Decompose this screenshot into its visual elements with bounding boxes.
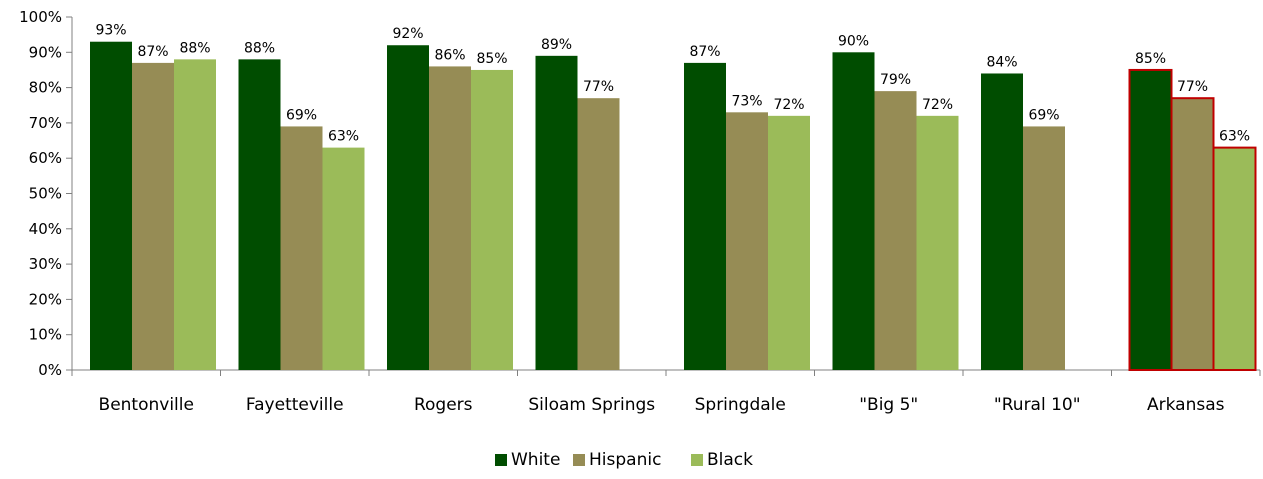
x-category-label: Bentonville [99,395,194,415]
data-label: 77% [583,79,614,95]
y-tick-label: 100% [19,8,62,26]
data-label: 87% [137,44,168,60]
data-label: 77% [1177,79,1208,95]
y-tick-label: 10% [29,326,62,344]
y-tick-label: 0% [38,361,62,379]
x-category-label: Rogers [414,395,473,415]
data-label: 92% [392,26,423,42]
x-category-label: Springdale [695,395,786,415]
y-tick-label: 20% [29,290,62,308]
data-label: 73% [731,93,762,109]
bar-black [768,115,810,370]
data-label: 69% [1028,107,1059,123]
legend-swatch-black [691,454,703,466]
data-label: 72% [922,97,953,113]
y-tick-label: 50% [29,185,62,203]
bar-white [981,73,1023,370]
data-label: 88% [244,40,275,56]
x-category-label: Fayetteville [246,395,344,415]
data-label: 88% [179,40,210,56]
data-labels: 93% 87% 88% 88% 69% 63% 92% 86% 85% 89% 77% 87% 73% 7… [95,23,1250,145]
legend-label-white: White [511,450,560,470]
data-label: 69% [286,107,317,123]
bar-hispanic [132,62,174,370]
bar-white [535,55,578,371]
bar-black [1212,146,1257,371]
bar-hispanic [1170,97,1215,371]
data-label: 86% [434,47,465,63]
data-label: 72% [773,97,804,113]
legend-swatch-hispanic [573,454,585,466]
bars [90,41,1257,371]
bar-hispanic [874,91,917,370]
bar-white [90,41,132,371]
bar-white [684,62,726,370]
x-category-label: "Big 5" [859,395,918,415]
bar-white [1128,68,1173,371]
bar-white [387,45,429,371]
data-label: 90% [838,33,869,49]
data-label: 85% [476,51,507,67]
x-category-label: Siloam Springs [528,395,655,415]
data-label: 84% [986,54,1017,70]
y-tick-label: 70% [29,114,62,132]
bar-hispanic [1023,126,1065,371]
y-tick-label: 60% [29,149,62,167]
data-label: 87% [689,44,720,60]
bar-hispanic [726,112,768,370]
bar-white [238,59,281,371]
bar-hispanic [577,98,620,370]
data-label: 63% [1219,129,1250,145]
bar-black [322,147,365,370]
y-tick-label: 80% [29,79,62,97]
bar-black [471,69,513,370]
x-category-label: "Rural 10" [994,395,1081,415]
data-label: 93% [95,23,126,39]
y-tick-label: 30% [29,255,62,273]
y-tick-label: 90% [29,43,62,61]
y-tick-label: 40% [29,220,62,238]
data-label: 63% [328,129,359,145]
bar-black [916,115,959,370]
x-category-label: Arkansas [1147,395,1225,415]
bar-hispanic [429,66,471,371]
data-label: 85% [1135,51,1166,67]
legend: White Hispanic Black [495,450,753,470]
data-label: 89% [541,37,572,53]
bar-hispanic [280,126,323,371]
data-label: 79% [880,72,911,88]
legend-swatch-white [495,454,507,466]
legend-label-hispanic: Hispanic [589,450,661,470]
bar-white [832,52,875,371]
bar-black [174,59,216,371]
legend-label-black: Black [707,450,753,470]
